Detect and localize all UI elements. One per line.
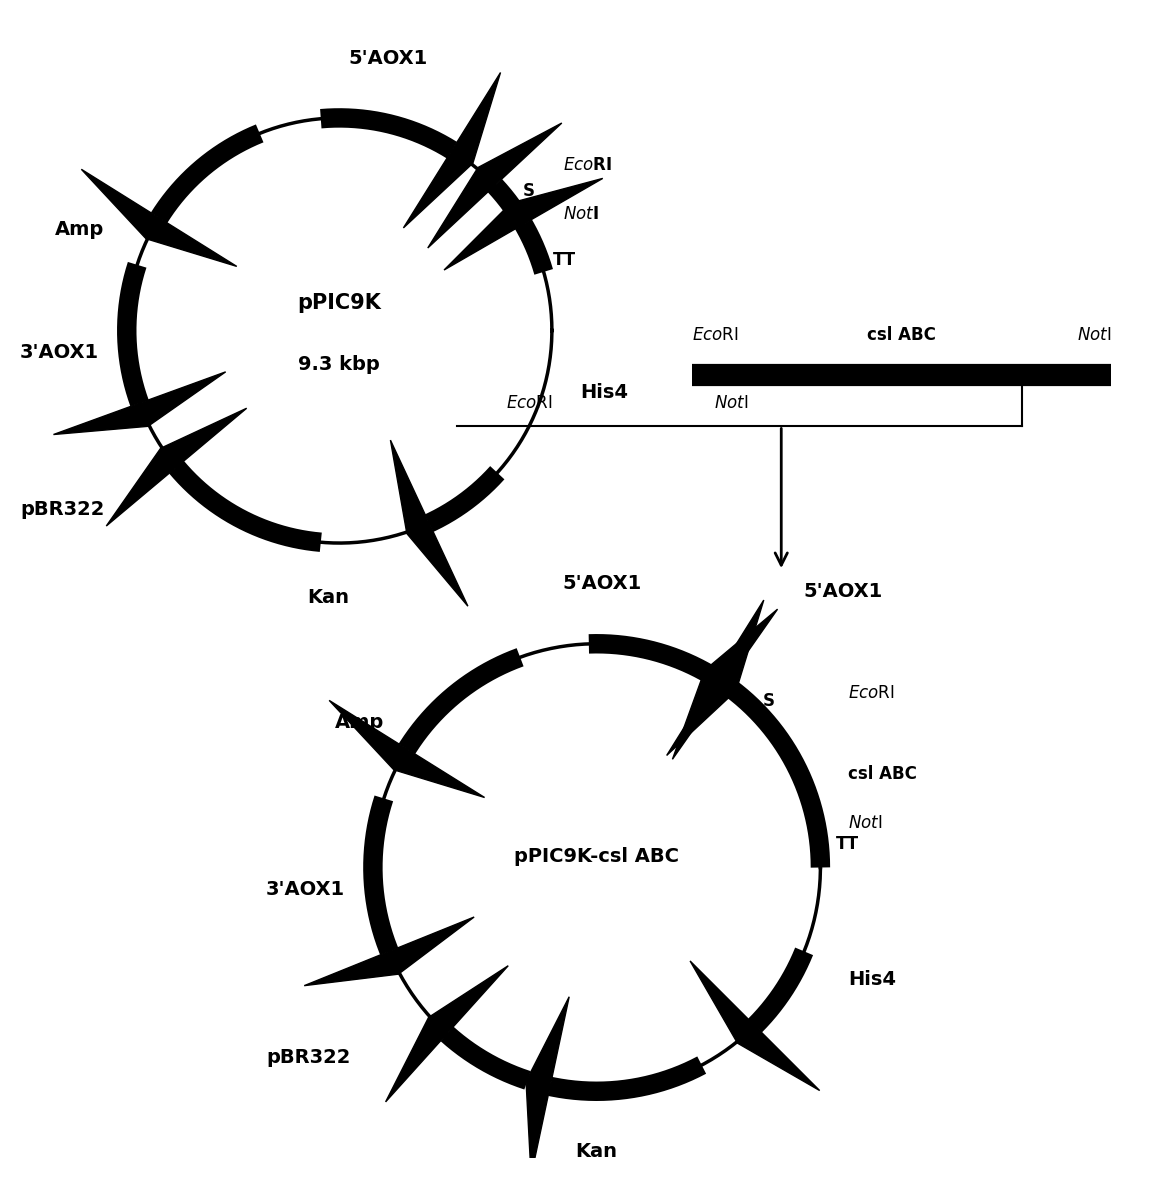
Text: 5'AOX1: 5'AOX1 bbox=[804, 582, 883, 601]
Polygon shape bbox=[106, 409, 247, 526]
Polygon shape bbox=[526, 997, 569, 1176]
Polygon shape bbox=[81, 169, 237, 266]
Text: csl ABC: csl ABC bbox=[848, 764, 918, 782]
Text: $\bf{\mathit{Eco}}$RI: $\bf{\mathit{Eco}}$RI bbox=[563, 156, 613, 174]
Text: 5'AOX1: 5'AOX1 bbox=[349, 49, 428, 67]
Polygon shape bbox=[666, 600, 764, 756]
Polygon shape bbox=[386, 966, 508, 1102]
Polygon shape bbox=[404, 73, 500, 228]
Text: pPIC9K: pPIC9K bbox=[298, 292, 381, 313]
Text: 5'AOX1: 5'AOX1 bbox=[563, 574, 642, 593]
Text: $\bf{\mathit{Eco}}$RI: $\bf{\mathit{Eco}}$RI bbox=[848, 684, 896, 702]
Text: csl ABC: csl ABC bbox=[868, 326, 936, 344]
Text: Amp: Amp bbox=[335, 713, 384, 732]
Text: 9.3 kbp: 9.3 kbp bbox=[299, 355, 380, 374]
Polygon shape bbox=[329, 701, 485, 798]
Text: $\bf{\mathit{Not}}$I: $\bf{\mathit{Not}}$I bbox=[714, 394, 748, 412]
Polygon shape bbox=[672, 609, 778, 760]
Text: pBR322: pBR322 bbox=[20, 500, 105, 519]
Text: 3'AOX1: 3'AOX1 bbox=[20, 344, 99, 362]
Polygon shape bbox=[428, 123, 562, 248]
Text: Kan: Kan bbox=[576, 1142, 618, 1161]
Text: $\bf{\mathit{Eco}}$RI: $\bf{\mathit{Eco}}$RI bbox=[506, 394, 552, 412]
Text: $\bf{\mathit{Eco}}$RI: $\bf{\mathit{Eco}}$RI bbox=[692, 326, 739, 344]
Text: Amp: Amp bbox=[55, 220, 105, 240]
Text: $\bf{\mathit{Not}}$I: $\bf{\mathit{Not}}$I bbox=[848, 813, 883, 831]
Text: S: S bbox=[522, 182, 535, 200]
Polygon shape bbox=[53, 371, 226, 435]
Text: TT: TT bbox=[554, 250, 577, 268]
Polygon shape bbox=[391, 440, 468, 606]
Text: $\bf{\mathit{Not}}$I: $\bf{\mathit{Not}}$I bbox=[563, 205, 599, 223]
Polygon shape bbox=[690, 961, 820, 1090]
Text: Kan: Kan bbox=[307, 588, 349, 607]
Text: S: S bbox=[763, 692, 776, 710]
Text: pBR322: pBR322 bbox=[266, 1048, 350, 1067]
Text: TT: TT bbox=[836, 835, 859, 853]
Polygon shape bbox=[444, 179, 602, 270]
Text: His4: His4 bbox=[580, 382, 628, 401]
Text: pPIC9K-csl ABC: pPIC9K-csl ABC bbox=[514, 847, 679, 866]
Text: 3'AOX1: 3'AOX1 bbox=[266, 881, 345, 900]
Text: His4: His4 bbox=[848, 970, 897, 988]
Text: $\bf{\mathit{Not}}$I: $\bf{\mathit{Not}}$I bbox=[1077, 326, 1112, 344]
Polygon shape bbox=[305, 916, 475, 986]
